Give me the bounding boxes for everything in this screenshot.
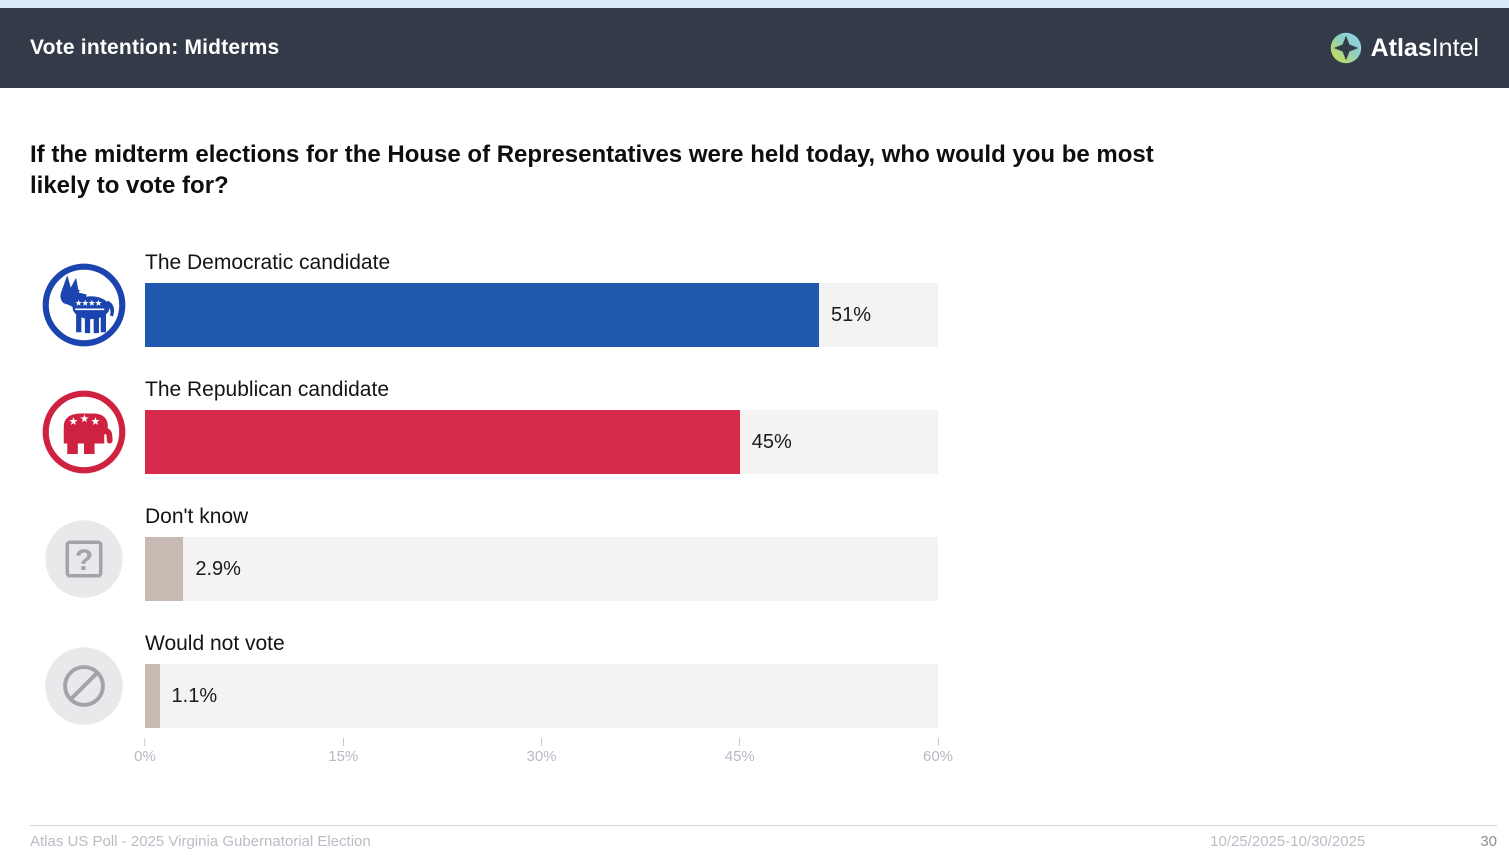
bar-chart: The Democratic candidate 51% The Republica… [40,250,938,758]
bar-fill [145,283,820,347]
question-mark-icon: ? [40,515,128,603]
brand: AtlasIntel [1330,32,1479,64]
footer-page-number: 30 [1480,833,1497,850]
bar-track: 51% [145,283,938,347]
footer-source-label: Atlas US Poll - 2025 Virginia Gubernator… [30,833,371,850]
bar-fill [145,537,184,601]
x-axis: 0% 15% 30% 45% 60% [134,738,953,772]
x-axis-tick: 45% [725,738,755,765]
x-axis-tick: 0% [134,738,156,765]
x-axis-tick: 15% [328,738,358,765]
header-bar: Vote intention: Midterms AtlasIntel [0,8,1509,88]
brand-name: AtlasIntel [1370,33,1479,62]
chart-row: The Democratic candidate 51% [40,250,938,349]
value-label: 51% [831,303,872,326]
chart-row: The Republican candidate 45% [40,377,938,476]
category-label: The Democratic candidate [145,251,391,274]
top-accent-strip [0,0,1509,8]
chart-row: ? Don't know 2.9% [40,504,938,603]
value-label: 45% [751,430,792,453]
bar-track: 1.1% [145,664,938,728]
democrat-donkey-icon [40,261,128,349]
bar-fill [145,664,160,728]
category-label: Would not vote [145,632,285,655]
x-axis-tick: 30% [526,738,557,765]
bar-track: 2.9% [145,537,938,601]
svg-text:?: ? [75,544,93,577]
category-label: Don't know [145,505,249,528]
atlasintel-logo-icon [1330,32,1362,64]
footer-date-range: 10/25/2025-10/30/2025 [1210,833,1366,850]
category-label: The Republican candidate [145,378,390,401]
x-axis-tick: 60% [923,738,953,765]
chart-row: Would not vote 1.1% [40,631,938,730]
page-title: Vote intention: Midterms [30,36,280,59]
republican-elephant-icon [40,388,128,476]
value-label: 2.9% [195,557,241,580]
bar-track: 45% [145,410,938,474]
bar-fill [145,410,740,474]
footer: Atlas US Poll - 2025 Virginia Gubernator… [30,825,1497,850]
question-text: If the midterm elections for the House o… [30,141,1154,199]
value-label: 1.1% [171,684,218,707]
no-vote-icon [40,642,128,730]
